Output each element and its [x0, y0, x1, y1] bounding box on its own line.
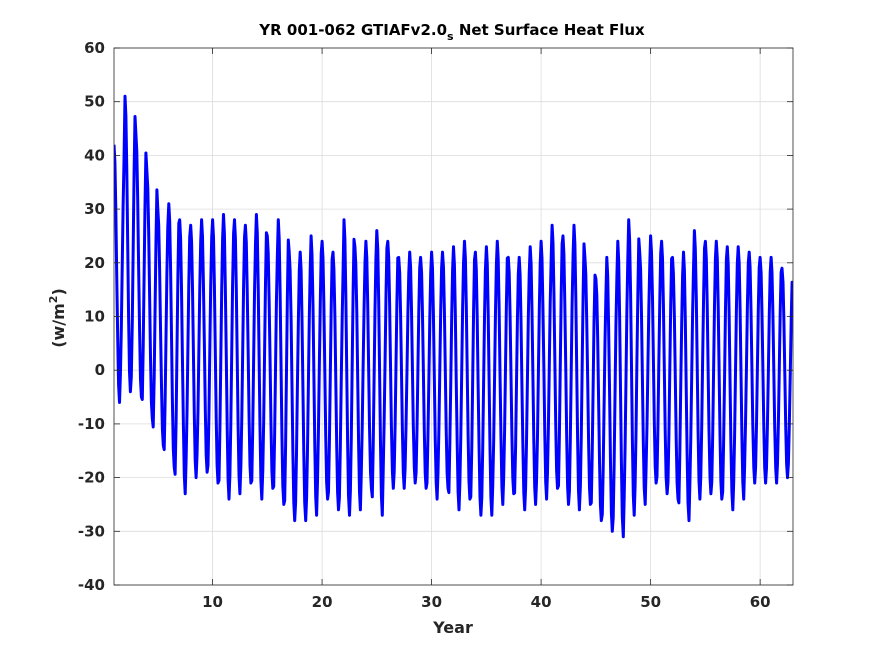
series-line: [114, 94, 793, 539]
y-tick-label: 50: [84, 93, 105, 111]
y-tick-label: 10: [84, 308, 105, 326]
y-tick-label: -20: [78, 469, 105, 487]
y-tick-label: 20: [84, 254, 105, 272]
y-tick-label: 40: [84, 146, 105, 164]
y-tick-label: 60: [84, 39, 105, 57]
x-tick-label: 10: [202, 593, 223, 611]
series-layer: [114, 94, 793, 539]
y-tick-label: -40: [78, 576, 105, 594]
x-axis-label: Year: [432, 618, 473, 637]
chart-title: YR 001-062 GTIAFv2.0s Net Surface Heat F…: [258, 21, 645, 43]
title-suffix: Net Surface Heat Flux: [454, 21, 645, 39]
y-tick-label: -10: [78, 415, 105, 433]
y-tick-label: -30: [78, 522, 105, 540]
x-tick-label: 50: [640, 593, 661, 611]
x-tick-label: 60: [750, 593, 771, 611]
x-tick-label: 30: [421, 593, 442, 611]
y-label-superscript: 2: [47, 296, 60, 304]
axes: [113, 47, 794, 586]
y-label-suffix: ): [49, 288, 68, 295]
y-tick-label: 0: [95, 361, 105, 379]
x-tick-label: 40: [531, 593, 552, 611]
y-axis-label: (w/m2): [47, 288, 68, 348]
y-tick-label: 30: [84, 200, 105, 218]
tick-labels: -40 -30 -20 -10 0 10 20 30 40 50 60 10 20 30 40 50 60: [78, 39, 771, 611]
title-subscript: s: [447, 30, 454, 43]
x-tick-label: 20: [312, 593, 333, 611]
